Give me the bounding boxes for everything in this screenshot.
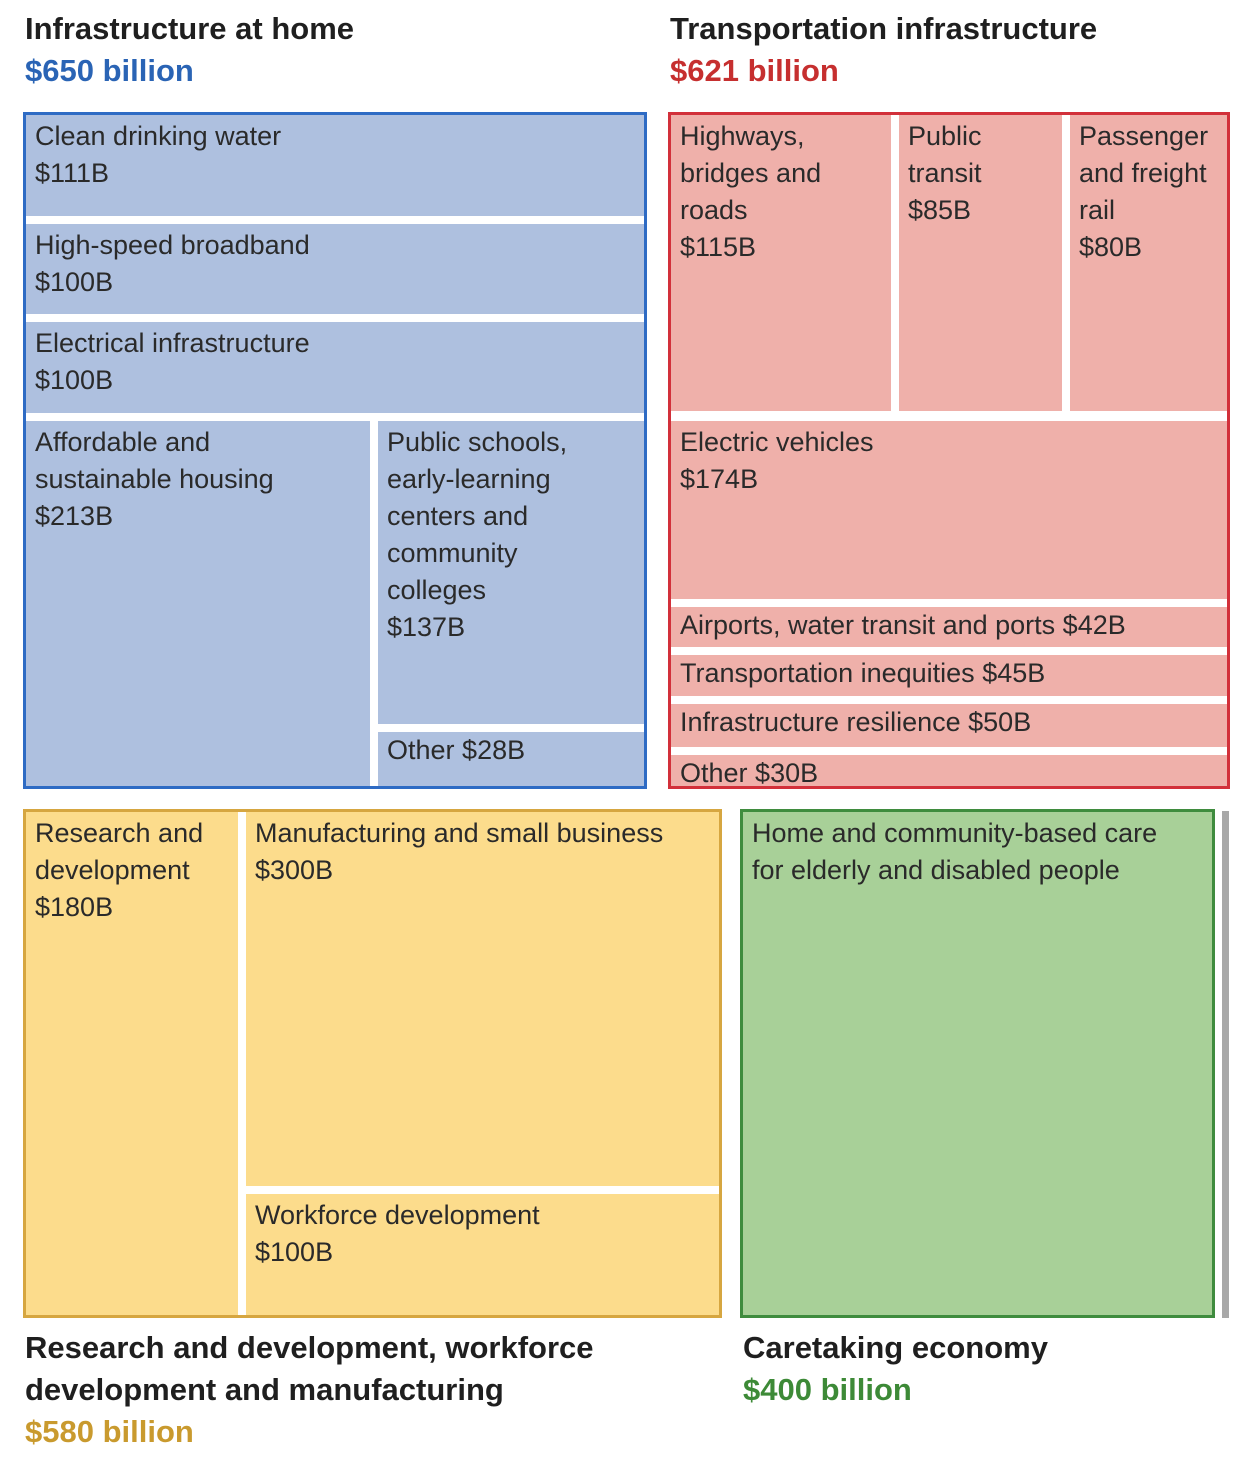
tile-home-3: Affordable and sustainable housing $213B (26, 421, 370, 786)
tile-value: $213B (35, 501, 114, 531)
tile-value: $100B (255, 1237, 334, 1267)
tile-label: Airports, water transit and ports (680, 610, 1056, 640)
tile-transport-4: Airports, water transit and ports $42B (671, 607, 1227, 647)
tile-value: $100B (35, 365, 114, 395)
group-title: Infrastructure at home (25, 11, 355, 46)
group-care: Home and community-based care for elderl… (740, 809, 1215, 1318)
tile-label: Electrical infrastructure (35, 328, 310, 358)
tile-value: $30B (755, 758, 819, 786)
tile-transport-3: Electric vehicles $174B (671, 421, 1227, 599)
tile-label: Research and development (35, 818, 204, 885)
tile-transport-7: Other $30B (671, 755, 1227, 786)
tile-transport-1: Public transit $85B (899, 115, 1062, 411)
tile-value: $174B (680, 464, 759, 494)
tile-value: $115B (680, 232, 757, 262)
tile-rd-0: Research and development $180B (26, 812, 238, 1315)
tile-value: $45B (982, 658, 1046, 688)
tile-home-2: Electrical infrastructure $100B (26, 322, 644, 413)
tile-rd-2: Workforce development $100B (246, 1194, 719, 1315)
header-transport: Transportation infrastructure $621 billi… (670, 8, 1097, 92)
tile-home-5: Other $28B (378, 732, 644, 786)
tile-value: $80B (1079, 232, 1143, 262)
tile-label: Other (387, 735, 455, 765)
tile-label: Transportation inequities (680, 658, 975, 688)
tile-transport-5: Transportation inequities $45B (671, 655, 1227, 696)
tile-label: Home and community-based care for elderl… (752, 818, 1158, 885)
group-total: $621 billion (670, 53, 839, 88)
group-rd: Research and development $180B Manufacturi… (23, 809, 722, 1318)
group-total: $400 billion (743, 1372, 912, 1407)
group-total: $650 billion (25, 53, 194, 88)
group-title: Transportation infrastructure (670, 11, 1098, 46)
tile-value: $85B (908, 195, 972, 225)
tile-transport-6: Infrastructure resilience $50B (671, 704, 1227, 747)
tile-label: Clean drinking water (35, 121, 282, 151)
tile-value: $300B (255, 855, 334, 885)
tile-label: Public schools, early-learning centers a… (387, 427, 568, 605)
tile-label: Highways, bridges and roads (680, 121, 822, 225)
tile-label: High-speed broadband (35, 230, 310, 260)
tile-label: Infrastructure resilience (680, 707, 961, 737)
tile-rd-1: Manufacturing and small business $300B (246, 812, 719, 1186)
tile-home-1: High-speed broadband $100B (26, 224, 644, 314)
header-home: Infrastructure at home $650 billion (25, 8, 354, 92)
tile-label: Affordable and sustainable housing (35, 427, 274, 494)
group-title: Caretaking economy (743, 1330, 1048, 1365)
tile-label: Public transit (908, 121, 982, 188)
tile-label: Workforce development (255, 1200, 540, 1230)
tile-value: $42B (1062, 610, 1126, 640)
tile-transport-2: Passenger and freight rail $80B (1070, 115, 1227, 411)
tile-value: $137B (387, 612, 466, 642)
group-home: Clean drinking water $111B High-speed broa… (23, 112, 647, 789)
group-transport: Highways, bridges and roads $115B Public t… (668, 112, 1230, 789)
header-care: Caretaking economy $400 billion (743, 1327, 1048, 1411)
tile-label: Passenger and freight rail (1079, 121, 1209, 225)
tile-label: Electric vehicles (680, 427, 874, 457)
group-title: Research and development, workforce deve… (25, 1330, 594, 1407)
header-rd: Research and development, workforce deve… (25, 1327, 594, 1453)
group-total: $580 billion (25, 1414, 194, 1449)
tile-value: $111B (35, 158, 110, 188)
tile-home-4: Public schools, early-learning centers a… (378, 421, 644, 724)
tile-home-0: Clean drinking water $111B (26, 115, 644, 216)
tile-value: $28B (462, 735, 526, 765)
tile-care-0: Home and community-based care for elderl… (743, 812, 1212, 1315)
right-rule (1222, 811, 1229, 1318)
tile-value: $100B (35, 267, 114, 297)
tile-value: $180B (35, 892, 114, 922)
tile-transport-0: Highways, bridges and roads $115B (671, 115, 891, 411)
tile-label: Other (680, 758, 748, 786)
tile-value: $50B (968, 707, 1032, 737)
tile-label: Manufacturing and small business (255, 818, 664, 848)
